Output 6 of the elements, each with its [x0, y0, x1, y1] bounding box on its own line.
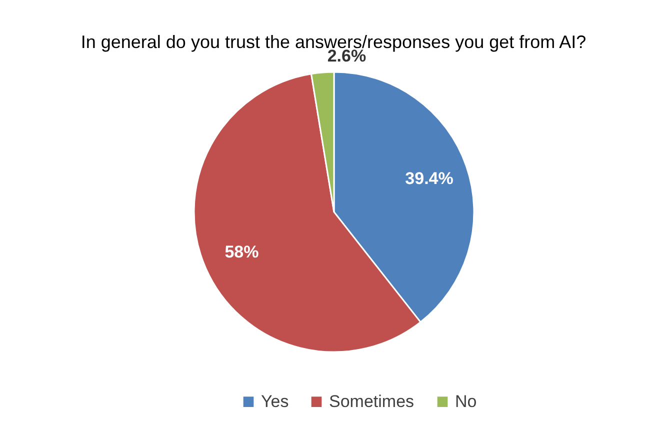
legend-label: Yes	[261, 392, 289, 411]
chart-title: In general do you trust the answers/responses you get from AI?	[80, 32, 586, 52]
legend-label: No	[455, 392, 477, 411]
legend-label: Sometimes	[329, 392, 414, 411]
data-label: 39.4%	[405, 169, 454, 188]
data-label: 58%	[224, 242, 259, 262]
